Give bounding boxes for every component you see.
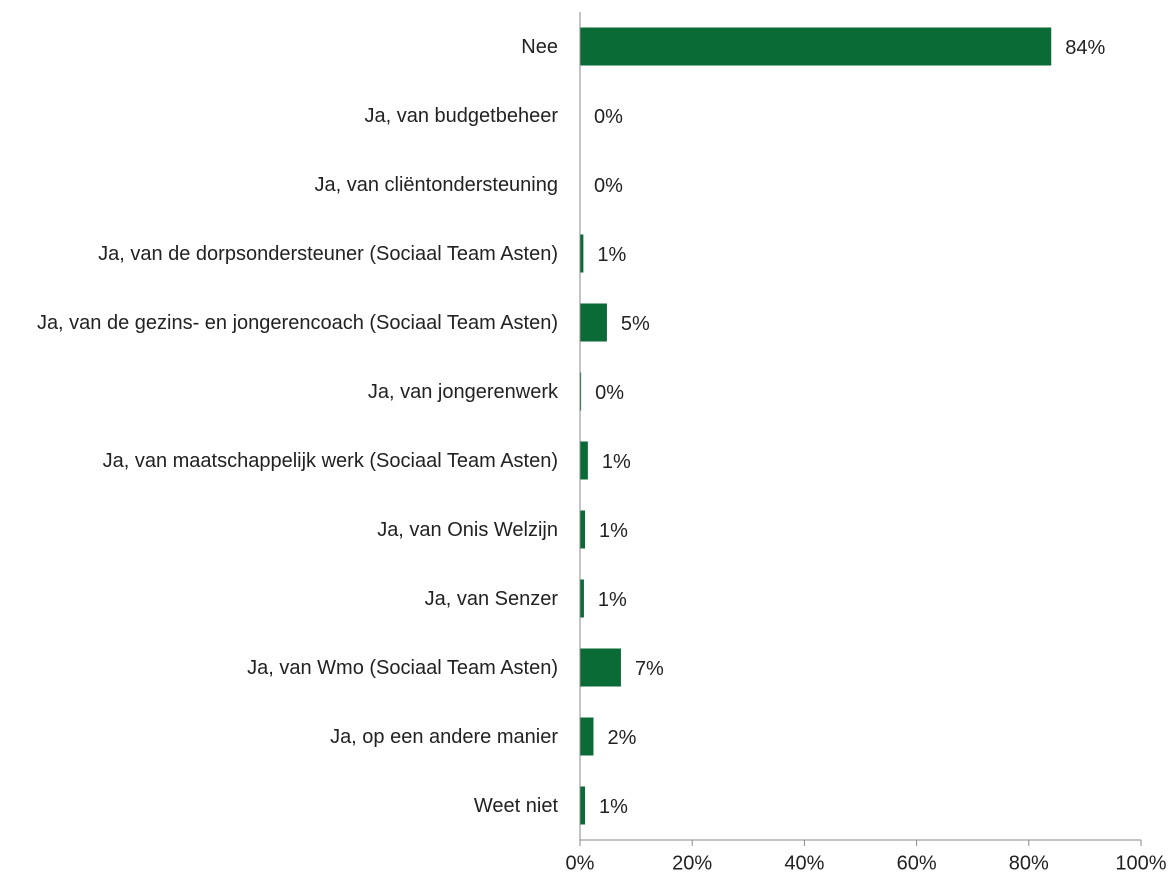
bar: [580, 303, 607, 342]
data-label: 2%: [607, 727, 636, 749]
y-tick-label: Ja, van Senzer: [424, 587, 558, 610]
x-tick-label: 20%: [672, 852, 712, 874]
x-tick-label: 0%: [566, 852, 595, 874]
bar: [580, 372, 582, 411]
bar: [580, 786, 586, 825]
data-label: 7%: [635, 658, 664, 680]
data-label: 0%: [595, 382, 624, 404]
y-tick-label: Ja, van budgetbeheer: [364, 104, 559, 127]
y-tick-label: Ja, van jongerenwerk: [367, 380, 558, 403]
data-label: 0%: [594, 106, 623, 128]
bar: [580, 234, 584, 273]
bar: [580, 510, 586, 549]
bar: [580, 579, 584, 618]
y-tick-label: Ja, van cliëntondersteuning: [314, 173, 559, 196]
y-tick-label: Ja, van maatschappelijk werk (Sociaal Te…: [102, 449, 558, 472]
data-label: 5%: [621, 313, 650, 335]
y-tick-label: Nee: [521, 35, 558, 58]
y-tick-label: Ja, van Wmo (Sociaal Team Asten): [247, 656, 558, 679]
y-tick-label: Ja, op een andere manier: [330, 725, 558, 748]
bar: [580, 27, 1052, 66]
x-tick-label: 100%: [1115, 852, 1166, 874]
bar: [580, 648, 621, 687]
y-tick-label: Ja, van de dorpsondersteuner (Sociaal Te…: [98, 242, 558, 265]
data-label: 1%: [602, 451, 631, 473]
data-label: 84%: [1065, 37, 1105, 59]
x-tick-label: 80%: [1009, 852, 1049, 874]
x-tick-label: 60%: [897, 852, 937, 874]
y-tick-label: Ja, van de gezins- en jongerencoach (Soc…: [36, 311, 558, 334]
bar: [580, 441, 588, 480]
x-tick-label: 40%: [784, 852, 824, 874]
data-label: 1%: [599, 520, 628, 542]
data-label: 0%: [594, 175, 623, 197]
data-label: 1%: [599, 796, 628, 818]
y-tick-label: Weet niet: [473, 794, 558, 817]
bar: [580, 717, 594, 756]
y-tick-label: Ja, van Onis Welzijn: [377, 518, 558, 541]
data-label: 1%: [598, 589, 627, 611]
data-label: 1%: [597, 244, 626, 266]
